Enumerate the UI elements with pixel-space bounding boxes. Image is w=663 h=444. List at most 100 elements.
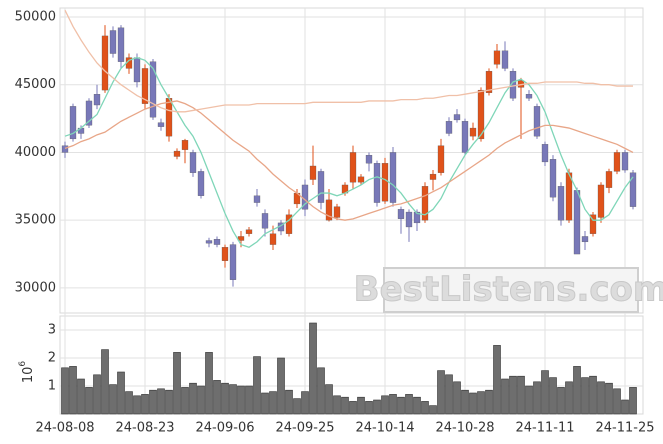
candle-body xyxy=(405,211,413,228)
y-tick-label: 40000 xyxy=(15,145,56,160)
y-tick-label: 2 xyxy=(48,351,56,366)
volume-bar xyxy=(221,382,229,415)
candle-body xyxy=(253,195,261,203)
candle-body xyxy=(589,214,597,234)
candle-body xyxy=(333,206,341,218)
candle-body xyxy=(117,27,125,62)
candle-body xyxy=(453,114,461,121)
volume-bar xyxy=(589,375,597,415)
x-tick-label: 24-09-06 xyxy=(195,421,254,436)
volume-bar xyxy=(197,385,205,415)
volume-bar xyxy=(573,366,581,415)
volume-bar xyxy=(477,391,485,415)
candle-body xyxy=(509,70,517,99)
candle-body xyxy=(485,70,493,93)
candle-body xyxy=(149,61,157,118)
candle-body xyxy=(213,239,221,245)
candle-body xyxy=(197,171,205,196)
candle-body xyxy=(613,152,621,172)
candle-body xyxy=(445,121,453,134)
volume-bar xyxy=(261,392,269,415)
volume-bar xyxy=(277,357,285,415)
volume-bar xyxy=(133,395,141,415)
candle-body xyxy=(317,171,325,203)
candle-body xyxy=(477,89,485,140)
volume-bar xyxy=(333,395,341,415)
volume-bar xyxy=(325,384,333,415)
candle-body xyxy=(565,172,573,221)
volume-bar xyxy=(253,356,261,415)
volume-bar xyxy=(541,370,549,415)
candle-body xyxy=(549,159,557,198)
volume-bar xyxy=(621,399,629,415)
volume-bar xyxy=(357,396,365,415)
x-tick-label: 24-11-25 xyxy=(595,421,654,436)
volume-bar xyxy=(349,401,357,415)
candle-body xyxy=(229,244,237,280)
volume-unit: 10 xyxy=(21,367,36,384)
candle-body xyxy=(181,140,189,150)
candle-body xyxy=(533,106,541,137)
candle-body xyxy=(581,236,589,243)
candle-body xyxy=(541,144,549,163)
volume-bar xyxy=(77,378,85,415)
x-tick-label: 24-08-23 xyxy=(115,421,174,436)
candle-body xyxy=(93,94,101,106)
volume-bar xyxy=(429,405,437,415)
candle-body xyxy=(85,100,93,126)
candle-body xyxy=(285,214,293,234)
candle-body xyxy=(437,145,445,173)
volume-bar xyxy=(509,375,517,415)
volume-bar xyxy=(101,349,109,415)
moving-average-line xyxy=(64,100,634,221)
volume-bar xyxy=(629,387,637,415)
candle-body xyxy=(157,122,165,127)
volume-bar xyxy=(405,394,413,415)
volume-bar xyxy=(437,370,445,415)
x-tick-label: 24-09-25 xyxy=(275,421,334,436)
volume-bar xyxy=(125,391,133,415)
volume-bar xyxy=(245,385,253,415)
volume-bar xyxy=(205,352,213,415)
volume-exponent: 6 xyxy=(18,361,28,367)
volume-bar xyxy=(157,388,165,415)
candle-body xyxy=(573,190,581,255)
candle-body xyxy=(357,176,365,183)
candle-body xyxy=(493,50,501,65)
volume-bar xyxy=(525,385,533,415)
candle-body xyxy=(605,171,613,188)
candle-body xyxy=(205,240,213,244)
volume-bar xyxy=(445,374,453,415)
volume-bar xyxy=(517,375,525,415)
volume-bar xyxy=(485,389,493,415)
candle-body xyxy=(109,30,117,54)
x-tick-label: 24-10-28 xyxy=(435,421,494,436)
candle-body xyxy=(469,127,477,137)
candle-body xyxy=(69,106,77,140)
volume-bar xyxy=(533,381,541,415)
volume-bar xyxy=(117,371,125,415)
candle-body xyxy=(461,121,469,153)
volume-bar xyxy=(493,345,501,415)
volume-bar xyxy=(165,389,173,415)
volume-bar xyxy=(61,367,69,415)
volume-bar xyxy=(181,387,189,415)
candle-body xyxy=(269,233,277,245)
y-tick-label: 30000 xyxy=(15,280,56,295)
candle-body xyxy=(597,184,605,218)
volume-bar xyxy=(285,389,293,415)
candle-body xyxy=(373,163,381,203)
candle-body xyxy=(381,163,389,202)
volume-bar xyxy=(581,377,589,415)
volume-bar xyxy=(69,366,77,415)
x-tick-label: 24-11-11 xyxy=(515,421,574,436)
y-tick-label: 1 xyxy=(48,379,56,394)
volume-bar xyxy=(389,394,397,415)
volume-bar xyxy=(109,384,117,415)
moving-average-line xyxy=(64,9,633,113)
volume-bar xyxy=(309,322,317,415)
candle-body xyxy=(365,154,373,164)
candle-body xyxy=(429,173,437,180)
volume-bar xyxy=(381,395,389,415)
